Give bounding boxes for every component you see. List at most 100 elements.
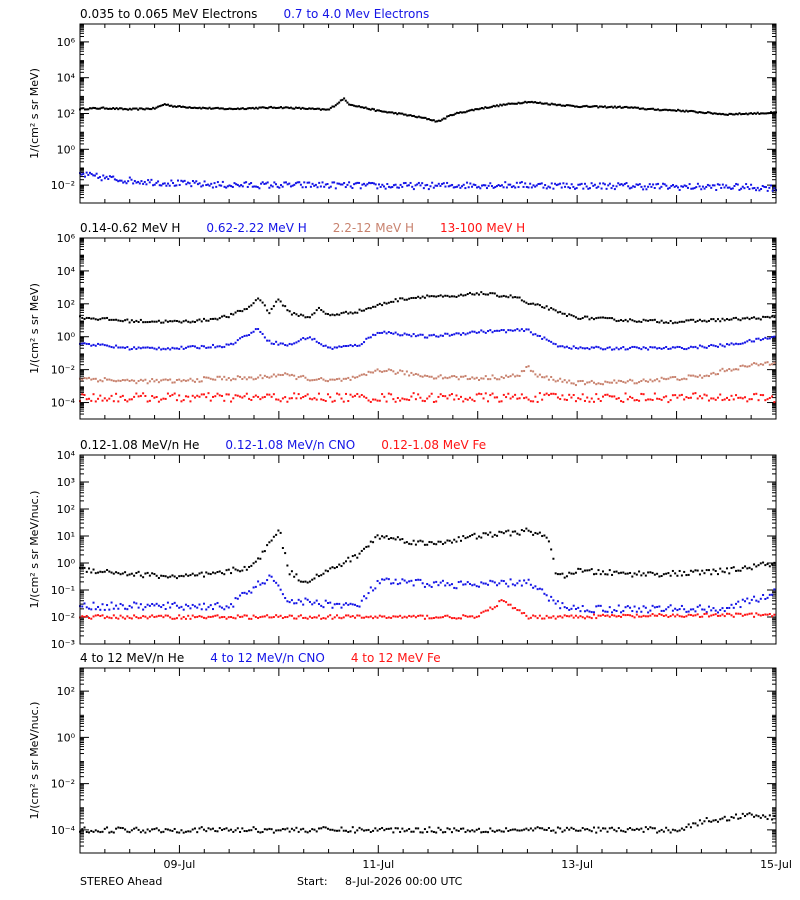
data-point <box>115 318 118 321</box>
data-point <box>81 828 84 831</box>
data-point <box>674 321 677 324</box>
data-point <box>493 396 496 399</box>
data-point <box>281 373 284 376</box>
data-point <box>732 343 735 346</box>
data-point <box>750 183 753 186</box>
data-point <box>169 829 172 832</box>
data-point <box>315 398 318 401</box>
data-point <box>653 392 656 395</box>
data-point <box>755 392 758 395</box>
data-point <box>730 112 733 115</box>
data-point <box>230 603 233 606</box>
data-point <box>315 830 318 833</box>
data-point <box>360 549 363 552</box>
data-point <box>444 584 447 587</box>
data-point <box>372 541 375 544</box>
data-point <box>396 397 399 400</box>
data-point <box>448 584 451 587</box>
data-point <box>671 569 674 572</box>
data-point <box>455 617 458 620</box>
data-point <box>715 188 718 191</box>
data-point <box>369 586 372 589</box>
data-point <box>608 615 611 618</box>
data-point <box>423 296 426 299</box>
data-point <box>744 396 747 399</box>
data-point <box>250 398 253 401</box>
data-point <box>138 107 141 110</box>
data-point <box>535 184 538 187</box>
data-point <box>494 186 497 189</box>
data-point <box>293 312 296 315</box>
data-point <box>739 606 742 609</box>
data-point <box>692 570 695 573</box>
data-point <box>739 569 742 572</box>
data-point <box>328 186 331 189</box>
data-point <box>484 532 487 535</box>
data-point <box>374 587 377 590</box>
data-point <box>642 614 645 617</box>
data-point <box>693 187 696 190</box>
data-point <box>487 400 490 403</box>
data-point <box>175 399 178 402</box>
data-point <box>630 106 633 109</box>
data-point <box>143 180 146 183</box>
data-point <box>758 112 761 115</box>
data-point <box>394 400 397 403</box>
data-point <box>223 314 226 317</box>
data-point <box>239 615 242 618</box>
data-point <box>130 319 133 322</box>
data-point <box>696 319 699 322</box>
data-point <box>678 379 681 382</box>
data-point <box>412 296 415 299</box>
x-tick-label: 11-Jul <box>362 858 394 871</box>
data-point <box>372 371 375 374</box>
data-point <box>773 316 776 319</box>
data-point <box>412 114 415 117</box>
data-point <box>750 363 753 366</box>
data-point <box>374 183 377 186</box>
data-point <box>658 830 661 833</box>
data-point <box>324 344 327 347</box>
data-point <box>421 375 424 378</box>
data-point <box>491 331 494 334</box>
data-point <box>509 102 512 105</box>
data-point <box>545 594 548 597</box>
data-point <box>446 397 449 400</box>
data-point <box>376 579 379 582</box>
data-point <box>381 578 384 581</box>
data-point <box>347 603 350 606</box>
data-point <box>633 320 636 323</box>
data-point <box>102 174 105 177</box>
data-point <box>396 300 399 303</box>
data-point <box>281 342 284 345</box>
data-point <box>676 574 679 577</box>
data-point <box>678 829 681 832</box>
data-point <box>588 187 591 190</box>
data-point <box>595 345 598 348</box>
data-point <box>733 113 736 116</box>
data-point <box>376 829 379 832</box>
data-point <box>241 827 244 830</box>
data-point <box>381 535 384 538</box>
data-point <box>644 826 647 829</box>
data-point <box>401 112 404 115</box>
data-point <box>550 340 553 343</box>
data-point <box>306 598 309 601</box>
data-point <box>417 827 420 830</box>
data-point <box>665 108 668 111</box>
data-point <box>480 106 483 109</box>
data-point <box>649 609 652 612</box>
data-point <box>694 320 697 323</box>
data-point <box>685 319 688 322</box>
data-point <box>604 827 607 830</box>
data-point <box>351 375 354 378</box>
data-point <box>401 185 404 188</box>
data-point <box>498 582 501 585</box>
data-point <box>117 379 120 382</box>
data-point <box>448 828 451 831</box>
data-point <box>293 392 296 395</box>
data-point <box>369 182 372 185</box>
data-point <box>112 614 115 617</box>
data-point <box>701 345 704 348</box>
data-point <box>662 347 665 350</box>
